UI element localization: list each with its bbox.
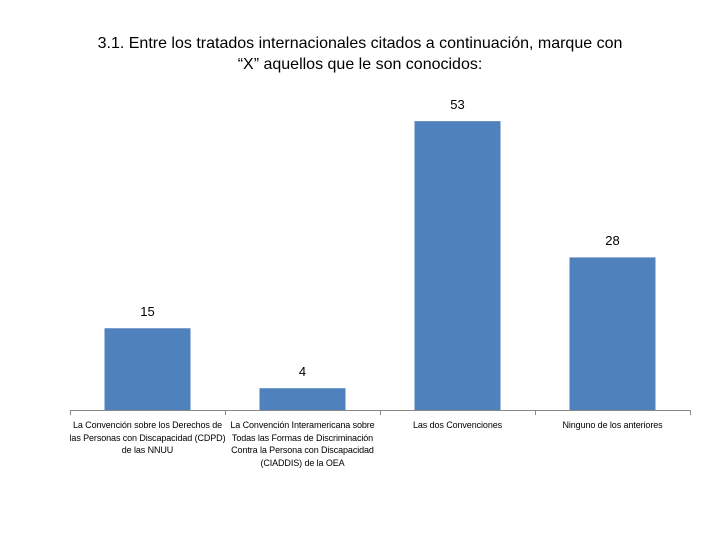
chart-title-line-1: 3.1. Entre los tratados internacionales …: [97, 35, 623, 52]
bar-3: [414, 121, 501, 411]
chart-title-line-2: “X” aquellos que le son conocidos:: [237, 56, 483, 73]
category-label-1: La Convención sobre los Derechos de las …: [69, 420, 226, 455]
data-label-3: 53: [450, 97, 465, 113]
data-label-4: 28: [605, 233, 620, 249]
category-label-4: Ninguno de los anteriores: [562, 420, 663, 430]
data-label-1: 15: [140, 304, 155, 320]
category-label-2: La Convención Interamericana sobre Todas…: [230, 420, 375, 468]
bar-4: [569, 257, 656, 410]
chart-title: 3.1. Entre los tratados internacionales …: [60, 33, 660, 75]
bar-1: [104, 328, 191, 410]
category-label-3: Las dos Convenciones: [412, 420, 503, 430]
bar-2: [259, 388, 346, 410]
data-label-2: 4: [298, 364, 307, 380]
